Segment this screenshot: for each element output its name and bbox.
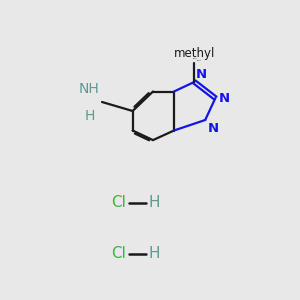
Text: N: N — [196, 68, 207, 81]
Text: methyl: methyl — [174, 47, 216, 60]
Text: H: H — [148, 195, 160, 210]
Text: H: H — [84, 109, 94, 123]
Text: Cl: Cl — [111, 246, 126, 261]
Text: Cl: Cl — [111, 195, 126, 210]
Text: NH: NH — [79, 82, 100, 96]
Text: methyl: methyl — [193, 58, 198, 59]
Text: H: H — [148, 246, 160, 261]
Text: methyl: methyl — [197, 60, 202, 61]
Text: N: N — [208, 122, 219, 135]
Text: N: N — [219, 92, 230, 105]
